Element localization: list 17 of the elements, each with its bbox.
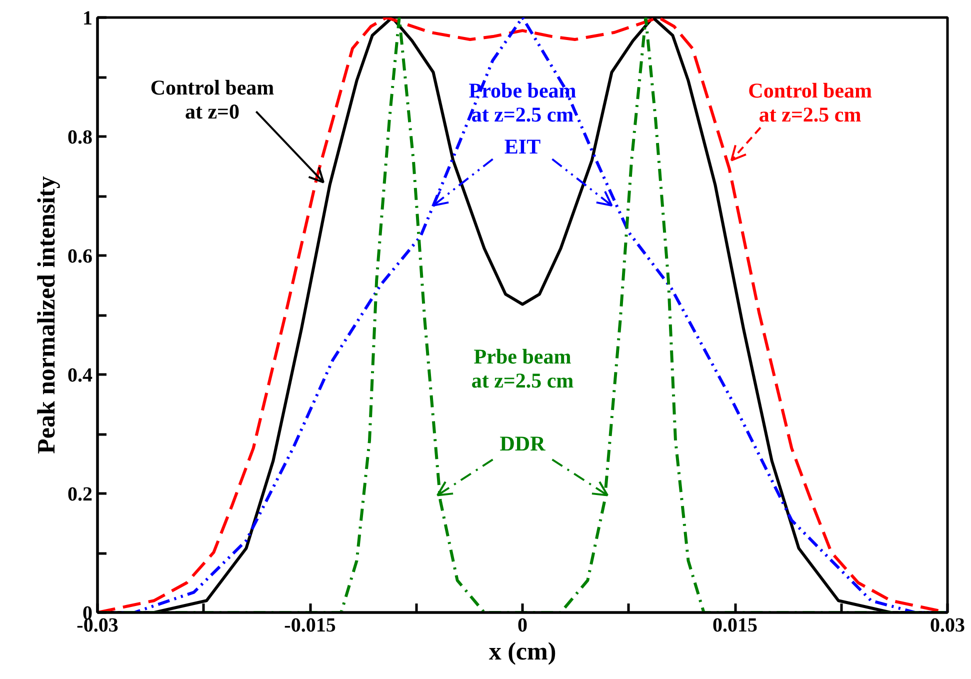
annotation: EIT <box>504 134 541 159</box>
annotation: Probe beam at z=2.5 cm <box>468 78 577 127</box>
y-tick-label: 1 <box>82 8 92 30</box>
annotation: Prbe beam at z=2.5 cm <box>471 344 574 393</box>
annotation: DDR <box>500 432 546 456</box>
annotation: Control beam at z=0 <box>150 76 275 124</box>
x-tick-label: 0.015 <box>712 614 758 636</box>
y-tick-label: 0.6 <box>68 246 92 268</box>
x-axis-title: x (cm) <box>488 638 556 666</box>
x-tick-label: 0.03 <box>930 614 965 636</box>
x-tick-label: -0.015 <box>284 614 336 636</box>
annotation: Control beam at z=2.5 cm <box>748 78 873 127</box>
y-axis-title: Peak normalized intensity <box>34 176 60 454</box>
y-tick-label: 0.4 <box>68 364 92 386</box>
y-tick-label: 0.8 <box>68 126 92 148</box>
x-tick-label: 0 <box>518 614 528 636</box>
y-tick-label: 0.2 <box>68 484 92 506</box>
